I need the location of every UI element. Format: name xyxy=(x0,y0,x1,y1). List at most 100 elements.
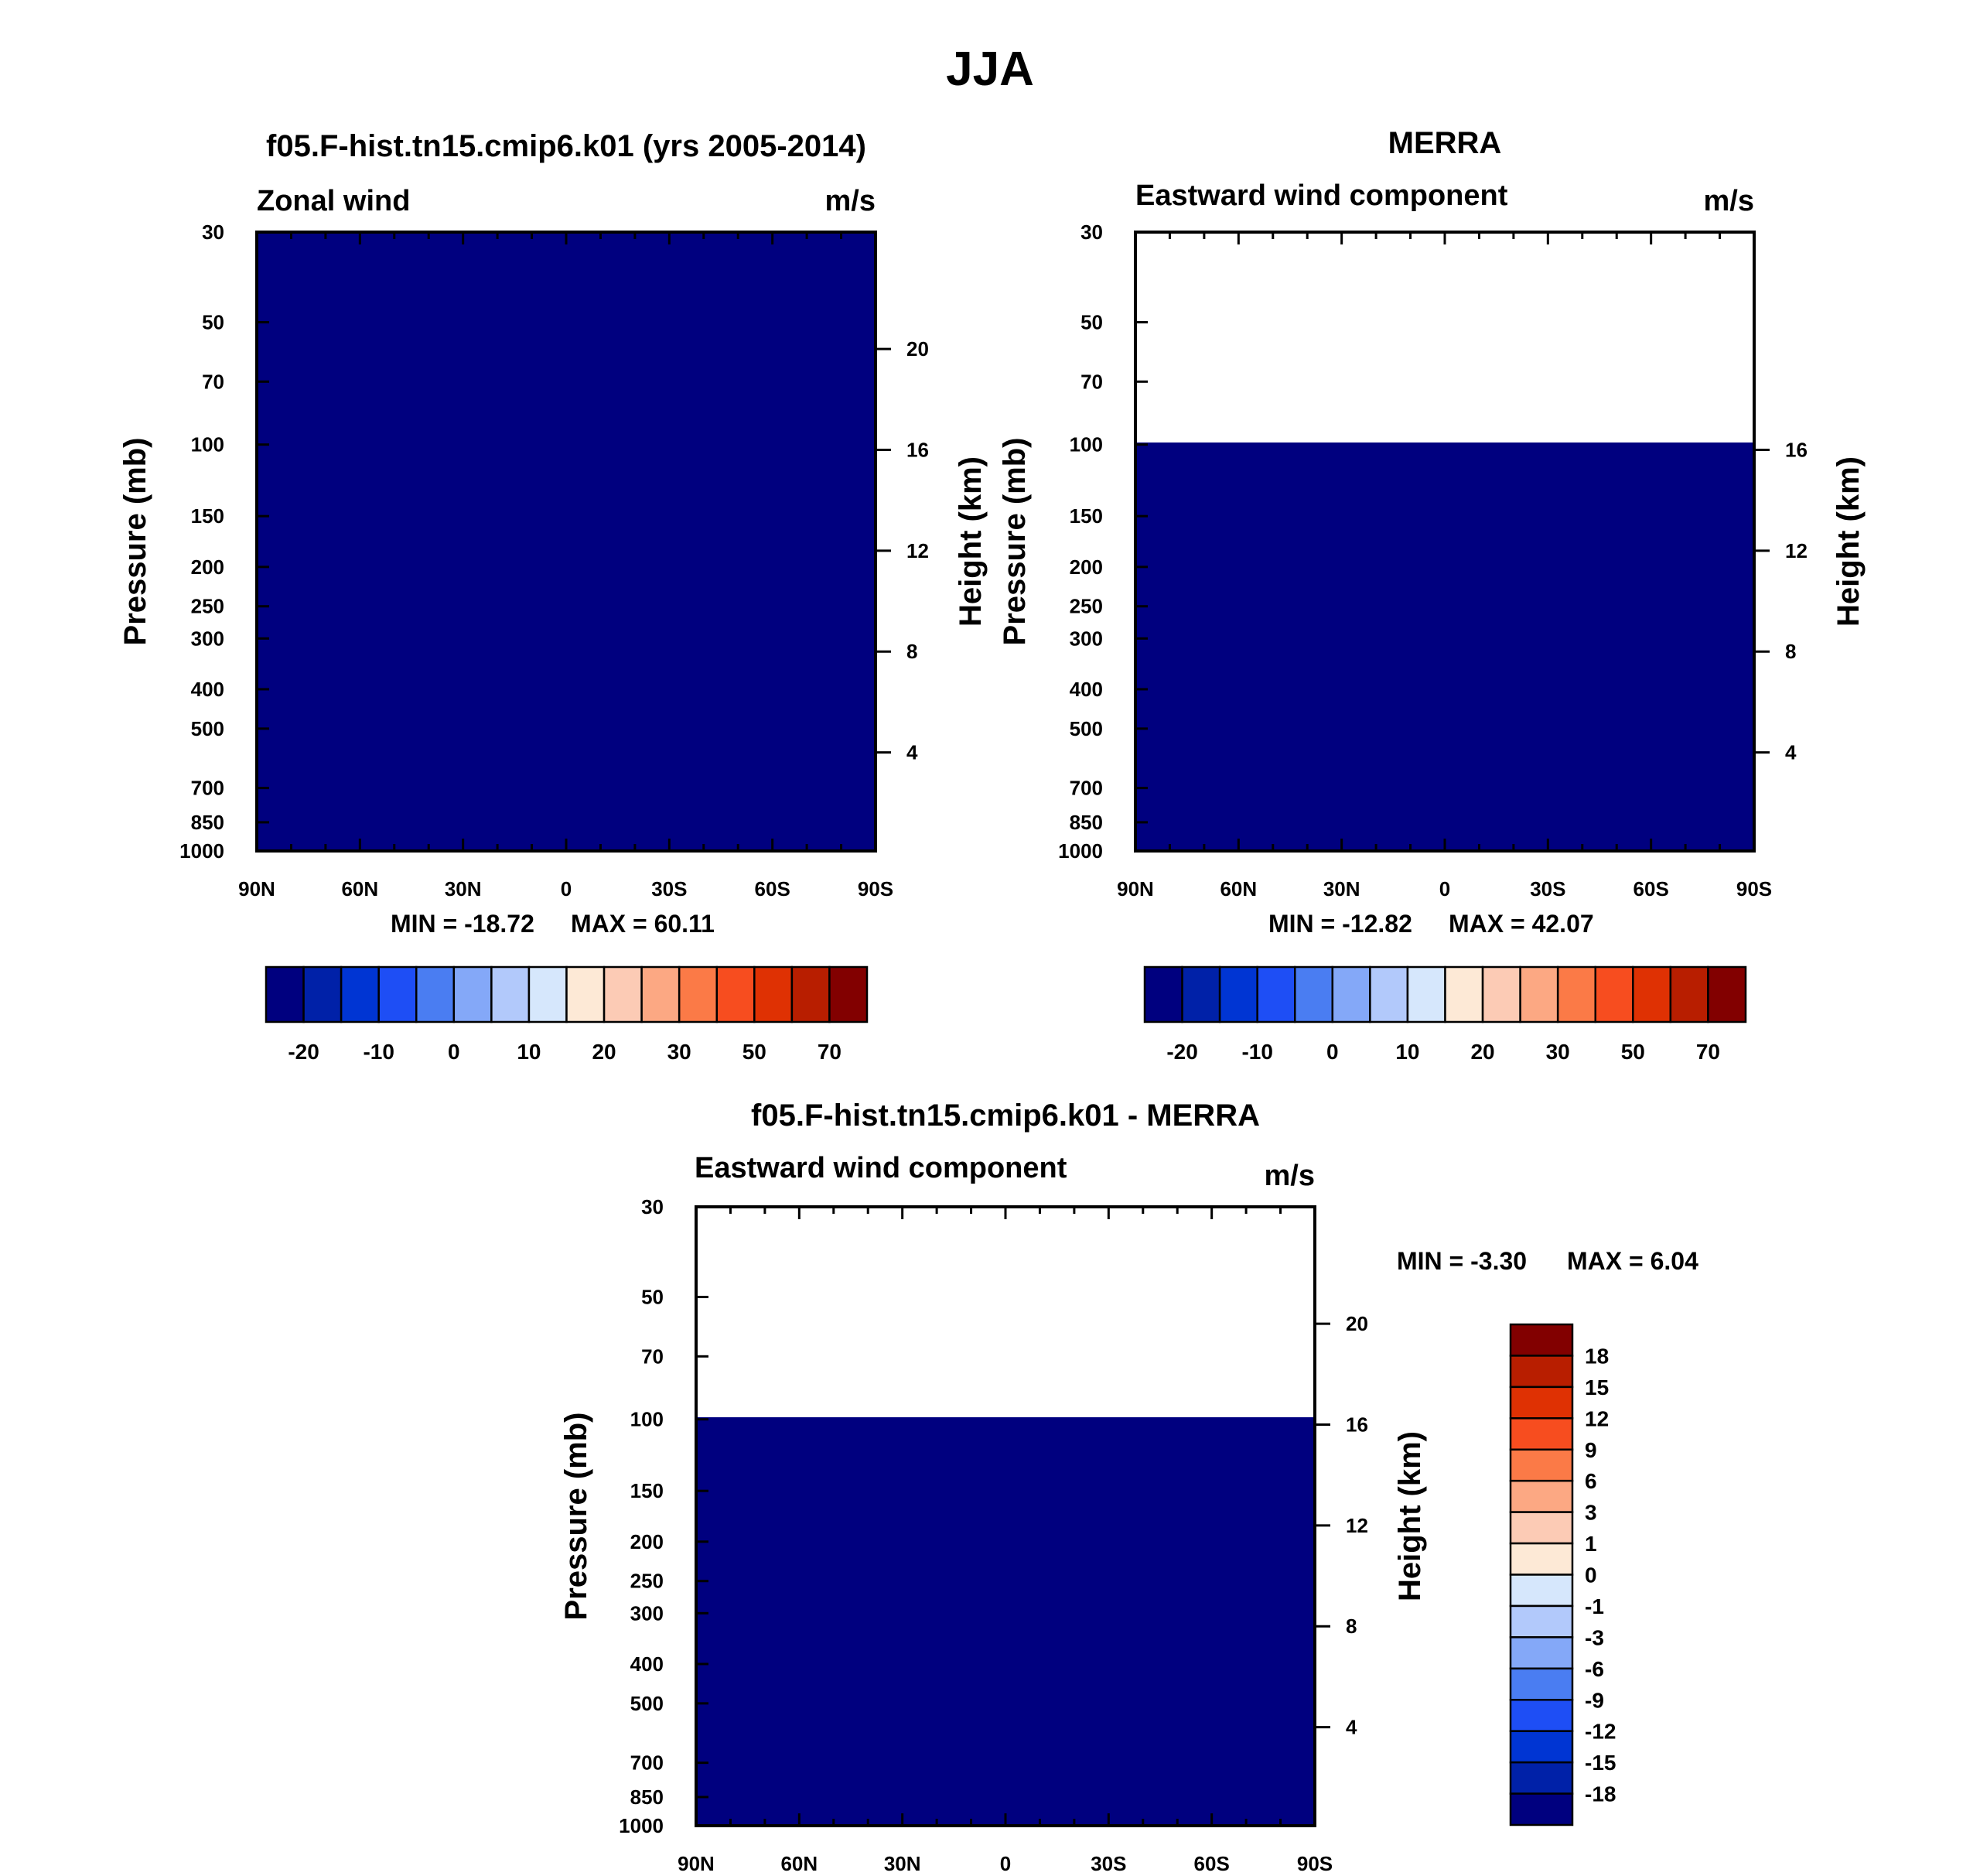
contour-cell xyxy=(807,517,814,524)
contour-cell xyxy=(653,343,660,350)
contour-cell xyxy=(442,405,449,412)
contour-cell xyxy=(312,535,319,542)
contour-cell xyxy=(795,331,802,338)
contour-cell xyxy=(504,282,511,289)
contour-cell xyxy=(368,381,375,388)
contour-cell xyxy=(622,306,629,313)
contour-cell xyxy=(758,443,765,449)
contour-cell xyxy=(739,257,746,264)
contour-cell xyxy=(752,504,759,511)
contour-cell xyxy=(510,436,517,443)
contour-cell xyxy=(337,337,344,344)
contour-cell xyxy=(424,393,431,400)
contour-cell xyxy=(770,306,777,313)
contour-cell xyxy=(362,535,369,542)
contour-cell xyxy=(783,319,790,326)
contour-cell xyxy=(640,436,647,443)
contour-cell xyxy=(845,467,852,474)
contour-cell xyxy=(838,325,845,332)
contour-cell xyxy=(282,343,288,350)
contour-cell xyxy=(436,480,443,487)
contour-cell xyxy=(393,529,400,536)
contour-cell xyxy=(350,449,357,456)
contour-cell xyxy=(275,319,282,326)
contour-cell xyxy=(758,436,765,443)
contour-cell xyxy=(319,244,326,251)
contour-cell xyxy=(331,282,338,289)
contour-cell xyxy=(455,350,462,357)
contour-cell xyxy=(387,374,394,381)
contour-cell xyxy=(783,498,790,505)
contour-cell xyxy=(721,430,728,437)
contour-cell xyxy=(795,319,802,326)
contour-cell xyxy=(461,337,468,344)
contour-cell xyxy=(603,288,610,295)
contour-cell xyxy=(863,449,870,456)
contour-cell xyxy=(690,492,697,499)
contour-cell xyxy=(690,424,697,431)
contour-cell xyxy=(579,300,585,307)
contour-cell xyxy=(659,275,666,282)
contour-cell xyxy=(455,486,462,493)
contour-cell xyxy=(770,486,777,493)
contour-cell xyxy=(288,430,295,437)
contour-cell xyxy=(480,535,486,542)
contour-cell xyxy=(449,399,456,406)
contour-cell xyxy=(331,455,338,462)
contour-cell xyxy=(461,313,468,320)
contour-cell xyxy=(461,461,468,468)
contour-cell xyxy=(727,251,734,258)
contour-cell xyxy=(746,282,753,289)
contour-cell xyxy=(436,275,443,282)
contour-cell xyxy=(721,362,728,369)
contour-cell xyxy=(529,436,536,443)
contour-cell xyxy=(795,238,802,245)
contour-cell xyxy=(647,288,654,295)
contour-cell xyxy=(845,511,852,518)
contour-cell xyxy=(282,418,288,425)
contour-cell xyxy=(733,319,740,326)
contour-cell xyxy=(319,343,326,350)
contour-cell xyxy=(269,467,276,474)
contour-cell xyxy=(381,473,387,480)
contour-cell xyxy=(461,282,468,289)
contour-cell xyxy=(708,523,715,530)
contour-cell xyxy=(826,238,833,245)
contour-cell xyxy=(678,387,684,394)
contour-cell xyxy=(343,480,350,487)
contour-cell xyxy=(312,399,319,406)
contour-cell xyxy=(678,288,684,295)
contour-cell xyxy=(801,424,808,431)
contour-cell xyxy=(523,300,530,307)
contour-cell xyxy=(548,418,555,425)
contour-cell xyxy=(684,263,691,270)
contour-cell xyxy=(801,486,808,493)
contour-cell xyxy=(702,374,709,381)
contour-cell xyxy=(541,424,548,431)
contour-cell xyxy=(795,343,802,350)
contour-cell xyxy=(449,331,456,338)
contour-cell xyxy=(535,313,542,320)
contour-cell xyxy=(727,455,734,462)
contour-cell xyxy=(653,269,660,276)
contour-cell xyxy=(467,443,474,449)
contour-cell xyxy=(455,337,462,344)
contour-cell xyxy=(572,343,579,350)
contour-cell xyxy=(312,467,319,474)
contour-cell xyxy=(523,529,530,536)
contour-cell xyxy=(368,362,375,369)
contour-cell xyxy=(591,288,598,295)
contour-cell xyxy=(331,368,338,375)
contour-cell xyxy=(845,337,852,344)
contour-cell xyxy=(405,405,412,412)
contour-cell xyxy=(510,430,517,437)
contour-cell xyxy=(838,337,845,344)
contour-cell xyxy=(356,331,363,338)
contour-cell xyxy=(708,412,715,419)
contour-cell xyxy=(851,387,858,394)
contour-cell xyxy=(783,362,790,369)
contour-cell xyxy=(288,387,295,394)
contour-cell xyxy=(350,313,357,320)
contour-cell xyxy=(814,455,821,462)
contour-cell xyxy=(665,529,672,536)
